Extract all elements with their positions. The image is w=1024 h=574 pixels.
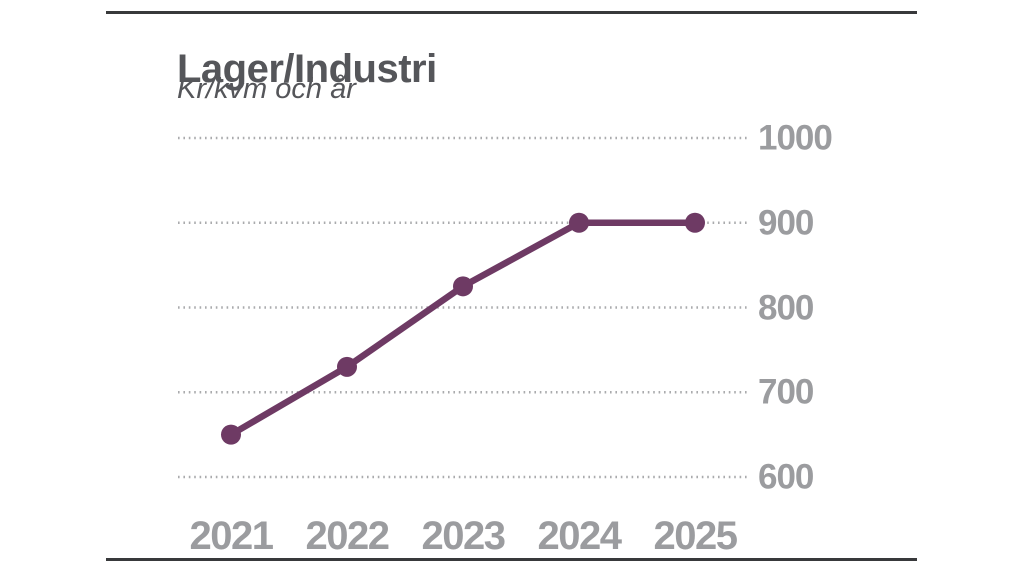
data-point-2025 <box>685 212 705 233</box>
chart-title: Lager/Industri <box>177 46 437 91</box>
data-point-2021 <box>221 424 241 445</box>
bottom-rule <box>106 558 917 561</box>
x-tick-label: 2022 <box>305 514 390 558</box>
y-tick-label: 900 <box>758 203 814 243</box>
y-tick-label: 1000 <box>758 118 833 158</box>
y-tick-label: 600 <box>758 457 814 497</box>
x-tick-label: 2023 <box>421 514 506 558</box>
data-point-2022 <box>337 356 357 377</box>
x-tick-label: 2025 <box>653 514 738 558</box>
data-point-2023 <box>453 276 473 297</box>
x-tick-label: 2024 <box>537 514 622 558</box>
y-tick-label: 700 <box>758 372 814 412</box>
y-tick-label: 800 <box>758 288 814 327</box>
data-point-2024 <box>569 212 589 233</box>
top-rule <box>106 11 917 14</box>
data-line <box>229 219 695 438</box>
x-tick-label: 2021 <box>189 514 274 558</box>
chart-subtitle: Kr/kvm och år <box>177 73 356 105</box>
